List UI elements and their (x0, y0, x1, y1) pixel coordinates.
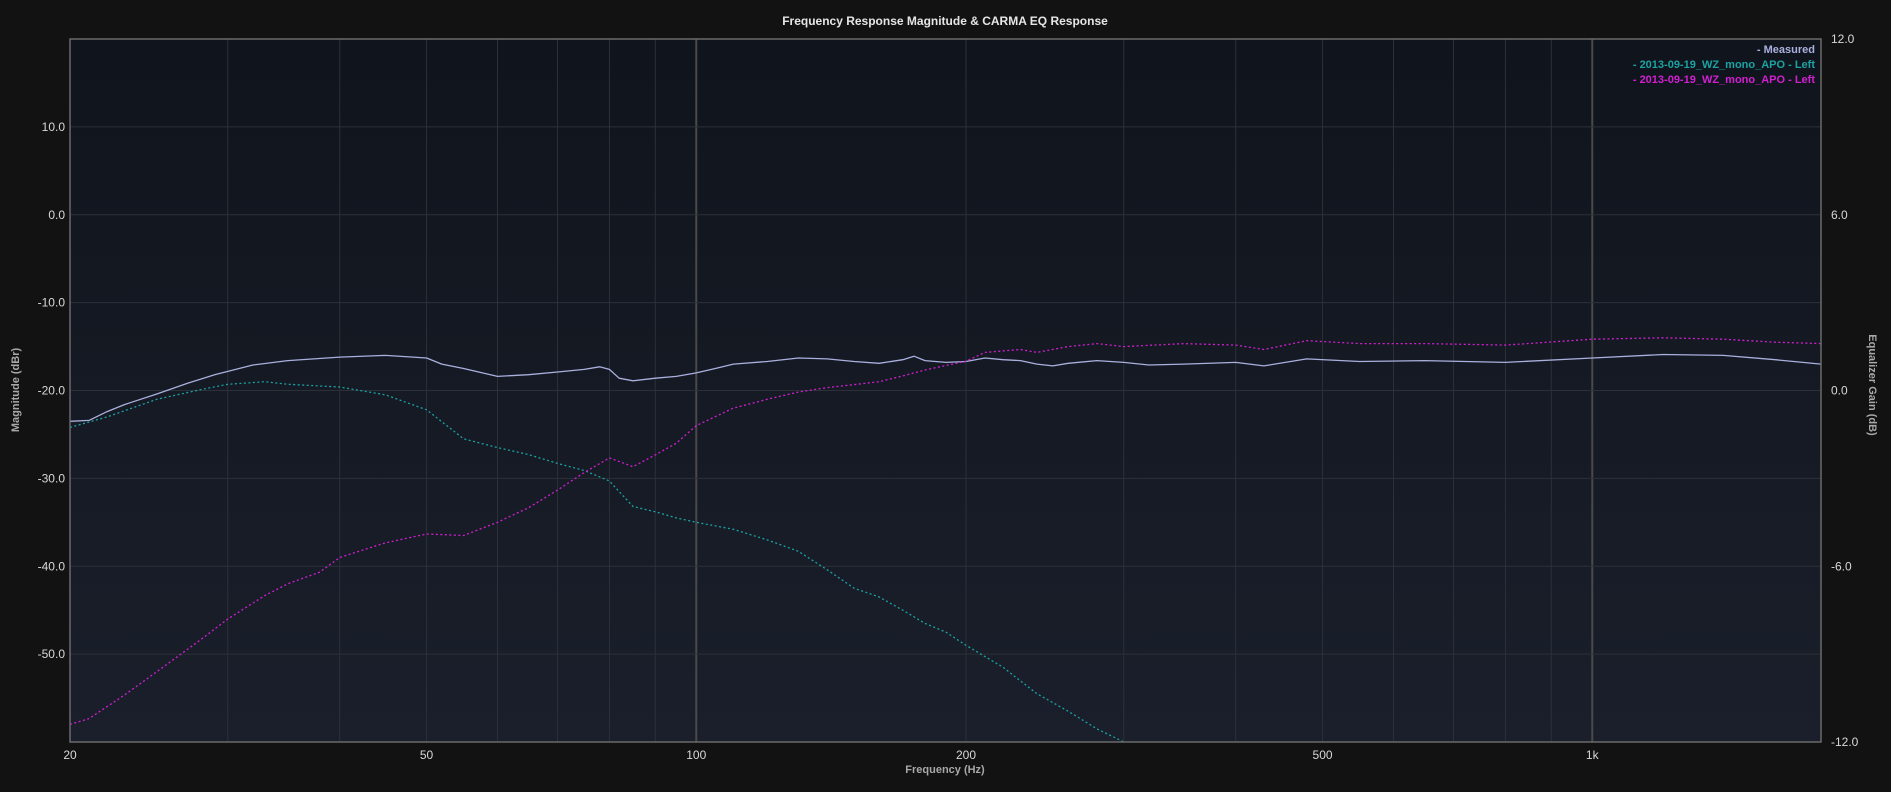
y-tick-label: -10.0 (38, 296, 66, 310)
y-tick-label: -30.0 (38, 471, 66, 485)
y-tick-label: -40.0 (38, 559, 66, 573)
series-line-1 (70, 353, 1821, 422)
chart-title: Frequency Response Magnitude & CARMA EQ … (782, 14, 1108, 28)
x-tick-label: 50 (420, 748, 434, 762)
legend: - Measured - 2013-09-19_WZ_mono_APO - Lef… (1633, 44, 1815, 86)
y2-tick-label: 6.0 (1831, 208, 1848, 222)
legend-entry-2: - 2013-09-19_WZ_mono_APO - Left (1633, 59, 1815, 71)
y-tick-label: -50.0 (38, 647, 66, 661)
y2-tick-label: 12.0 (1831, 32, 1855, 46)
y-tick-label: -20.0 (38, 384, 66, 398)
legend-entry-1: - Measured (1757, 44, 1815, 56)
x-tick-label: 500 (1313, 748, 1333, 762)
plot-border (69, 38, 1822, 743)
x-tick-label: 20 (63, 748, 77, 762)
x-tick-label: 100 (686, 748, 706, 762)
series-layer (70, 337, 1821, 742)
grid-lines (70, 39, 1821, 742)
y-tick-label: 10.0 (42, 120, 66, 134)
x-axis-ticks: 20 50 100 200 500 1k (63, 748, 1599, 762)
y-tick-label: 0.0 (48, 208, 65, 222)
y-axis-label: Magnitude (dBr) (10, 348, 22, 433)
y2-axis-ticks: 12.0 6.0 0.0 -6.0 -12.0 (1831, 32, 1859, 749)
legend-entry-3: - 2013-09-19_WZ_mono_APO - Left (1633, 74, 1815, 86)
y2-tick-label: -12.0 (1831, 735, 1859, 749)
x-tick-label: 200 (956, 748, 976, 762)
y2-tick-label: 0.0 (1831, 384, 1848, 398)
y-axis-ticks: 10.0 0.0 -10.0 -20.0 -30.0 -40.0 -50.0 (38, 120, 66, 661)
series-line-3 (70, 337, 1821, 726)
y2-tick-label: -6.0 (1831, 559, 1852, 573)
y2-axis-label: Equalizer Gain (dB) (1866, 334, 1878, 436)
x-axis-label: Frequency (Hz) (905, 764, 985, 776)
x-tick-label: 1k (1586, 748, 1600, 762)
series-line-2 (70, 381, 1125, 742)
